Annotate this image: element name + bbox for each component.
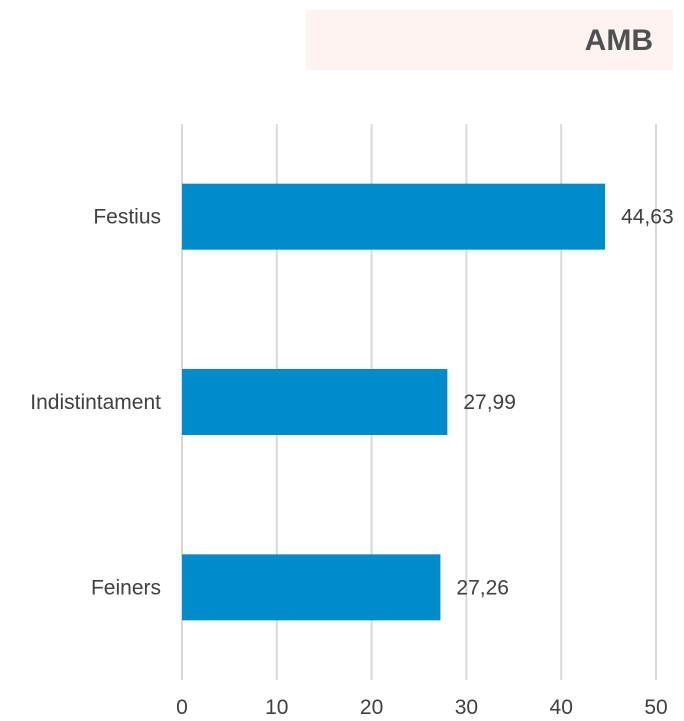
- category-label: Festius: [93, 206, 161, 229]
- x-tick-label: 40: [550, 696, 573, 719]
- x-tick-label: 30: [455, 696, 478, 719]
- chart-title: AMB: [584, 24, 653, 57]
- x-tick-label: 0: [176, 696, 188, 719]
- bar: [182, 369, 448, 435]
- data-label: 27,99: [463, 391, 516, 414]
- bar: [182, 183, 606, 250]
- x-tick-label: 50: [644, 696, 667, 719]
- data-label: 27,26: [456, 576, 509, 599]
- category-label: Indistintament: [30, 391, 161, 414]
- data-label: 44,63: [621, 206, 674, 229]
- x-tick-label: 10: [265, 696, 288, 719]
- bar: [182, 554, 441, 621]
- x-tick-label: 20: [360, 696, 383, 719]
- category-label: Feiners: [91, 576, 161, 599]
- chart-title-box: AMB: [306, 10, 673, 70]
